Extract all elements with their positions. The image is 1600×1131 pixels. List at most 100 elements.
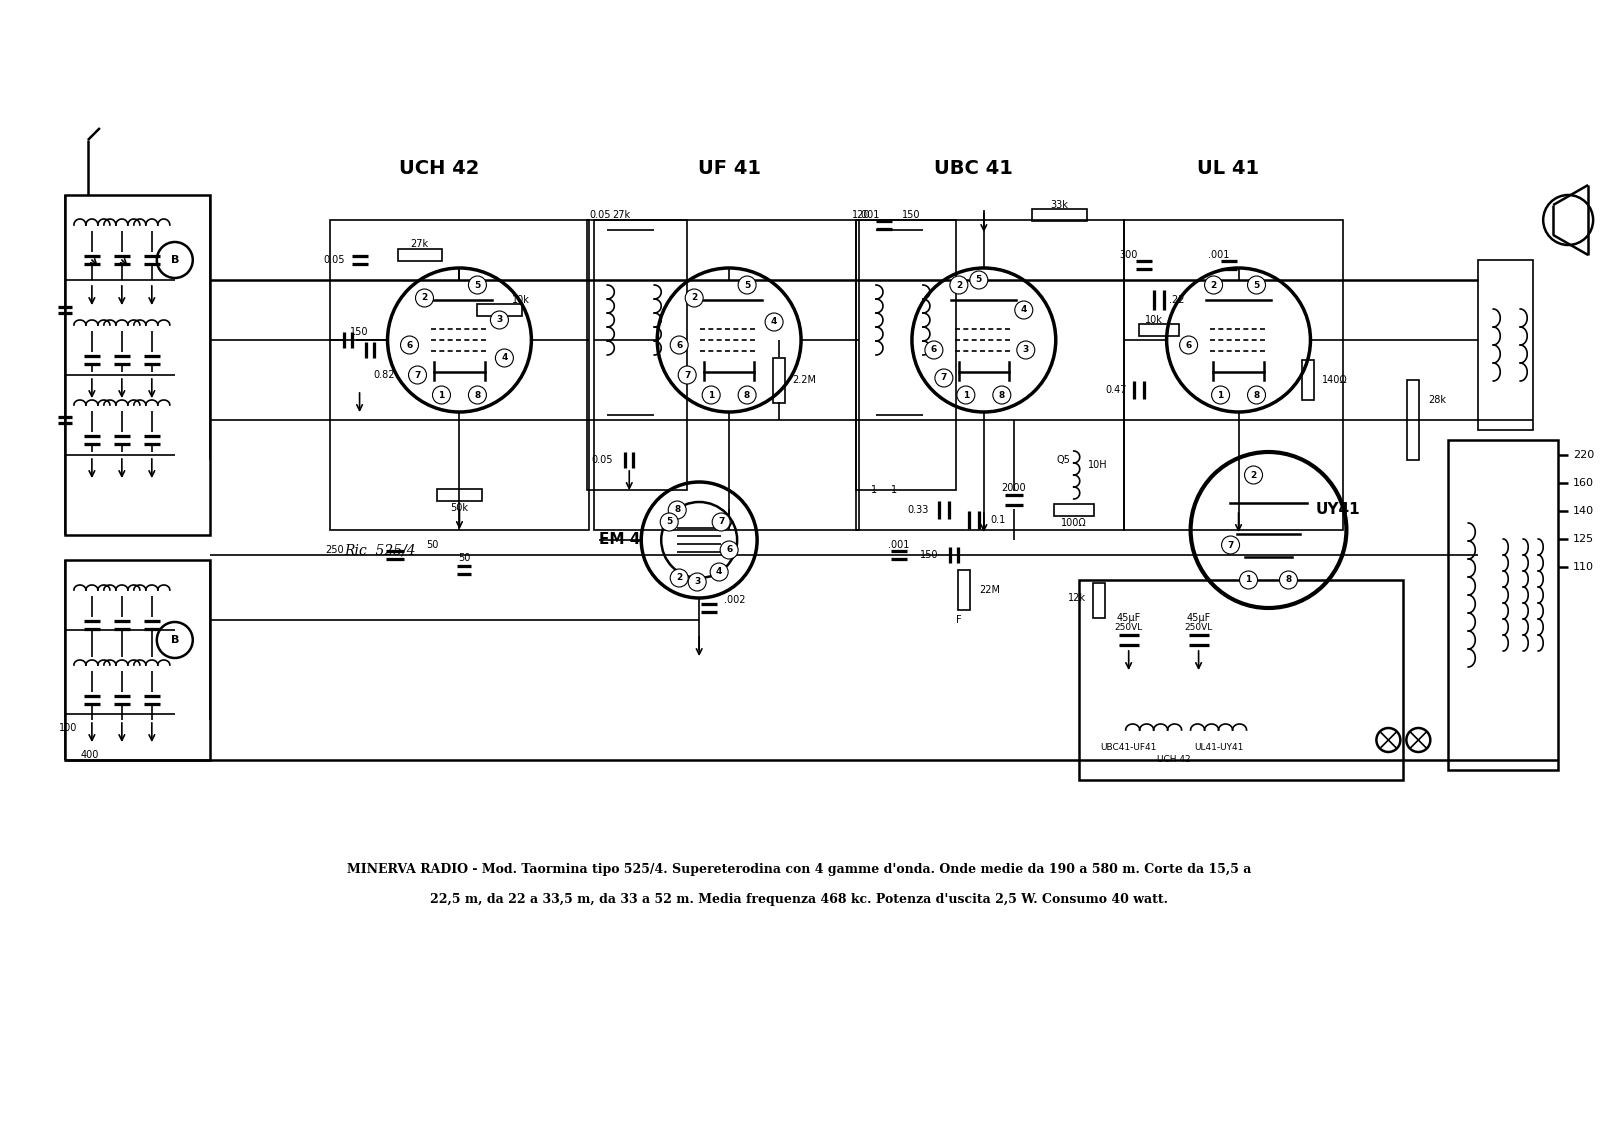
Text: Ric  525/4: Ric 525/4 [344,543,416,556]
Text: MINERVA RADIO - Mod. Taormina tipo 525/4. Supereterodina con 4 gamme d'onda. Ond: MINERVA RADIO - Mod. Taormina tipo 525/4… [347,863,1251,877]
Text: 0.05: 0.05 [589,210,611,221]
Text: 7: 7 [685,371,690,380]
Text: 140Ω: 140Ω [1323,375,1349,385]
Bar [330,221,589,530]
Text: UBC 41: UBC 41 [934,158,1013,178]
Text: .001: .001 [858,210,880,221]
Text: .001: .001 [1208,250,1229,260]
Text: 5: 5 [976,276,982,285]
Circle shape [1248,386,1266,404]
Text: 250VL: 250VL [1184,623,1213,632]
Text: 1: 1 [709,390,714,399]
Text: 8: 8 [674,506,680,515]
Bar [397,249,443,261]
Text: 5: 5 [1253,280,1259,290]
Bar [1032,209,1086,221]
Text: 2: 2 [1251,470,1256,480]
Text: 8: 8 [1285,576,1291,585]
Bar [587,221,686,490]
Text: UCH 42: UCH 42 [1157,756,1190,765]
Text: B: B [171,634,179,645]
Text: 1: 1 [1245,576,1251,585]
Circle shape [970,271,987,290]
Text: 400: 400 [80,750,99,760]
Text: UL41-UY41: UL41-UY41 [1194,743,1243,752]
Circle shape [710,563,728,581]
Text: 33k: 33k [1050,200,1067,210]
Circle shape [400,336,419,354]
Text: 0.05: 0.05 [592,455,613,465]
Text: 22,5 m, da 22 a 33,5 m, da 33 a 52 m. Media frequenza 468 kc. Potenza d'uscita 2: 22,5 m, da 22 a 33,5 m, da 33 a 52 m. Me… [430,893,1168,907]
Text: 1: 1 [963,390,970,399]
Text: 2: 2 [1211,280,1216,290]
Text: 1: 1 [870,485,877,495]
Text: 5: 5 [474,280,480,290]
Text: UL 41: UL 41 [1197,158,1259,178]
Text: UBC41-UF41: UBC41-UF41 [1101,743,1157,752]
Circle shape [670,569,688,587]
Circle shape [1179,336,1197,354]
Text: 2: 2 [677,573,682,582]
Circle shape [661,513,678,530]
Text: 100Ω: 100Ω [1061,518,1086,528]
Text: 5: 5 [744,280,750,290]
Circle shape [669,501,686,519]
Bar [1302,360,1315,400]
Circle shape [491,311,509,329]
Text: 22M: 22M [979,585,1000,595]
Text: 10k: 10k [1144,316,1163,325]
Circle shape [1014,301,1032,319]
Bar [1093,582,1104,618]
Text: 150: 150 [902,210,920,221]
Text: .22: .22 [1168,295,1184,305]
Circle shape [496,349,514,366]
Circle shape [688,573,706,592]
Text: Q5: Q5 [1058,455,1070,465]
Circle shape [1211,386,1229,404]
Text: UCH 42: UCH 42 [400,158,480,178]
Bar [856,221,955,490]
Circle shape [957,386,974,404]
Circle shape [670,336,688,354]
Circle shape [432,386,451,404]
Text: 45μF: 45μF [1117,613,1141,623]
Text: 6: 6 [931,345,938,354]
Text: 8: 8 [1253,390,1259,399]
Bar [1054,504,1094,516]
Text: 8: 8 [474,390,480,399]
Text: 6: 6 [1186,340,1192,349]
Text: 50: 50 [458,553,470,563]
Text: 150: 150 [350,327,370,337]
Circle shape [685,290,702,307]
Circle shape [1221,536,1240,554]
Circle shape [416,290,434,307]
Text: 2000: 2000 [1002,483,1026,493]
Bar [1123,221,1344,530]
Text: .001: .001 [888,539,910,550]
Circle shape [678,366,696,385]
Bar [1408,380,1419,460]
Circle shape [925,342,942,359]
Bar [66,195,210,535]
Text: B: B [171,254,179,265]
Text: 6: 6 [677,340,682,349]
Bar [1478,260,1533,430]
Text: 5: 5 [666,518,672,527]
Circle shape [934,369,954,387]
Text: 250VL: 250VL [1115,623,1142,632]
Text: 100: 100 [59,723,77,733]
Circle shape [702,386,720,404]
Text: 1: 1 [438,390,445,399]
Text: 140: 140 [1573,506,1594,516]
Circle shape [738,276,757,294]
Text: 250: 250 [325,545,344,555]
Text: 4: 4 [771,318,778,327]
Text: 300: 300 [1120,250,1138,260]
Text: 7: 7 [941,373,947,382]
Text: 10k: 10k [512,295,530,305]
Circle shape [994,386,1011,404]
Circle shape [950,276,968,294]
Text: 220: 220 [1573,450,1595,460]
Text: 120: 120 [851,210,870,221]
Text: 28k: 28k [1429,395,1446,405]
